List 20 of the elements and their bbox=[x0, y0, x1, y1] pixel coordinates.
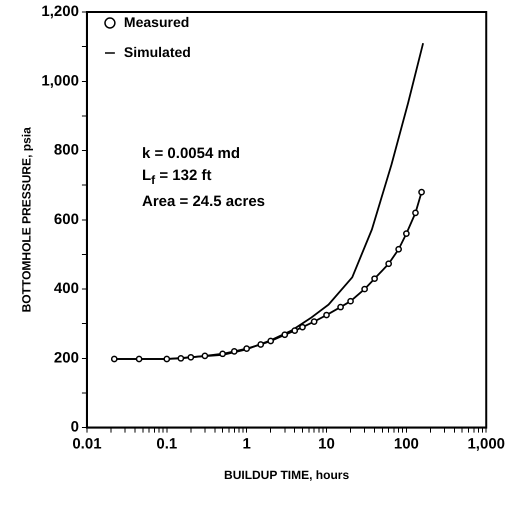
y-tick-label: 1,000 bbox=[41, 72, 79, 90]
legend-label: Measured bbox=[124, 14, 190, 30]
annotation: Area = 24.5 acres bbox=[142, 192, 266, 212]
legend-label: Simulated bbox=[124, 44, 191, 60]
annotation: L$_{f}$ = 132 ft bbox=[142, 166, 212, 189]
x-axis-title: BUILDUP TIME, hours bbox=[224, 468, 350, 482]
annotation: k = 0.0054 md bbox=[142, 144, 241, 164]
x-tick-label: 0.1 bbox=[156, 436, 178, 453]
y-tick-label: 1,200 bbox=[41, 3, 79, 20]
y-tick-label: 400 bbox=[54, 280, 79, 298]
x-tick-label: 1,000 bbox=[467, 436, 506, 453]
y-tick-label: 200 bbox=[54, 349, 79, 366]
y-tick-label: 600 bbox=[54, 210, 79, 228]
x-tick-label: 100 bbox=[394, 436, 419, 453]
x-tick-label: 0.01 bbox=[72, 436, 102, 453]
y-axis-title: BOTTOMHOLE PRESSURE, psia bbox=[20, 126, 34, 312]
x-tick-label: 1 bbox=[242, 436, 251, 453]
x-tick-label: 10 bbox=[318, 436, 335, 453]
y-tick-label: 0 bbox=[70, 418, 79, 436]
y-tick-label: 800 bbox=[54, 142, 79, 159]
